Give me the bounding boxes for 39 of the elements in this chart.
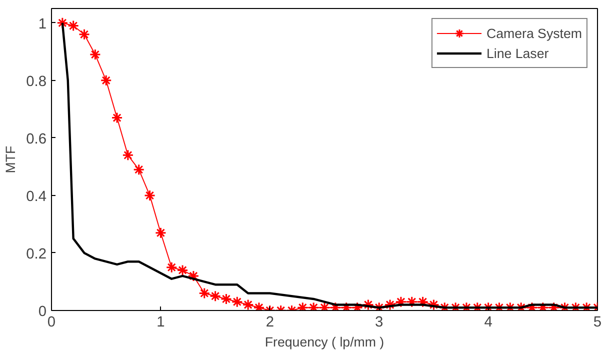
point <box>111 112 123 124</box>
y-tick-label: 0.8 <box>26 74 46 90</box>
y-tick-label: 0.2 <box>26 246 46 262</box>
x-tick-label: 2 <box>266 314 274 330</box>
point <box>100 74 112 86</box>
x-tick-label: 3 <box>375 314 384 330</box>
y-tick-label: 0 <box>38 304 47 320</box>
point <box>68 20 80 32</box>
point <box>242 299 254 310</box>
point <box>188 270 200 282</box>
y-tick-label: 1 <box>38 16 47 32</box>
y-tick-label: 0.4 <box>26 188 46 205</box>
point <box>417 296 429 308</box>
x-tick-label: 5 <box>593 314 602 330</box>
point <box>210 290 222 302</box>
point <box>154 227 166 239</box>
point <box>384 299 396 310</box>
point <box>395 296 407 308</box>
legend-label: Camera System <box>486 26 582 40</box>
x-axis-title: Frequency ( lp/mm ) <box>264 334 384 350</box>
point <box>428 299 440 310</box>
point <box>362 299 374 310</box>
point <box>144 190 156 202</box>
y-axis-title: MTF <box>3 146 18 174</box>
x-tick-label: 4 <box>484 314 492 330</box>
point <box>56 17 68 29</box>
point <box>89 48 101 60</box>
point <box>406 296 418 308</box>
x-tick-label: 1 <box>156 314 165 330</box>
point <box>220 293 232 305</box>
point <box>176 264 188 276</box>
point <box>198 287 210 299</box>
y-tick-label: 0.6 <box>26 131 46 148</box>
point <box>78 28 90 40</box>
legend-label: Line Laser <box>486 46 549 60</box>
point <box>133 164 145 176</box>
point <box>122 149 134 161</box>
point <box>166 262 178 274</box>
point <box>231 296 243 308</box>
